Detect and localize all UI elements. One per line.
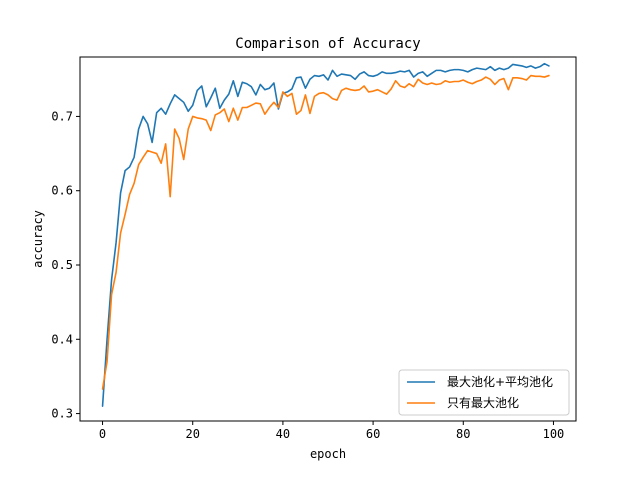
y-tick-label: 0.5 <box>51 258 73 272</box>
legend-box <box>398 369 570 416</box>
series-layer <box>101 62 550 407</box>
x-tick-label: 80 <box>456 427 470 441</box>
y-tick-label: 0.7 <box>51 109 73 123</box>
y-axis: 0.3 0.4 0.5 0.6 0.7 <box>51 109 80 421</box>
plot-frame <box>79 56 577 422</box>
legend: 最大池化+平均池化 只有最大池化 <box>398 369 570 416</box>
y-axis-label: accuracy <box>31 210 45 268</box>
y-tick-label: 0.6 <box>51 184 73 198</box>
legend-label-series-2: 只有最大池化 <box>447 396 519 410</box>
y-tick-label: 0.3 <box>51 407 73 421</box>
chart-title: Comparison of Accuracy <box>235 36 420 52</box>
x-axis-label: epoch <box>310 447 346 461</box>
x-tick-label: 60 <box>366 427 380 441</box>
x-axis: 0 20 40 60 80 100 <box>99 421 564 441</box>
x-tick-label: 40 <box>276 427 290 441</box>
x-tick-label: 100 <box>543 427 565 441</box>
legend-label-series-1: 最大池化+平均池化 <box>447 375 553 389</box>
series-line-1 <box>101 62 550 407</box>
x-tick-label: 0 <box>99 427 106 441</box>
y-tick-label: 0.4 <box>51 332 73 346</box>
x-tick-label: 20 <box>186 427 200 441</box>
series-line-2 <box>101 74 550 390</box>
